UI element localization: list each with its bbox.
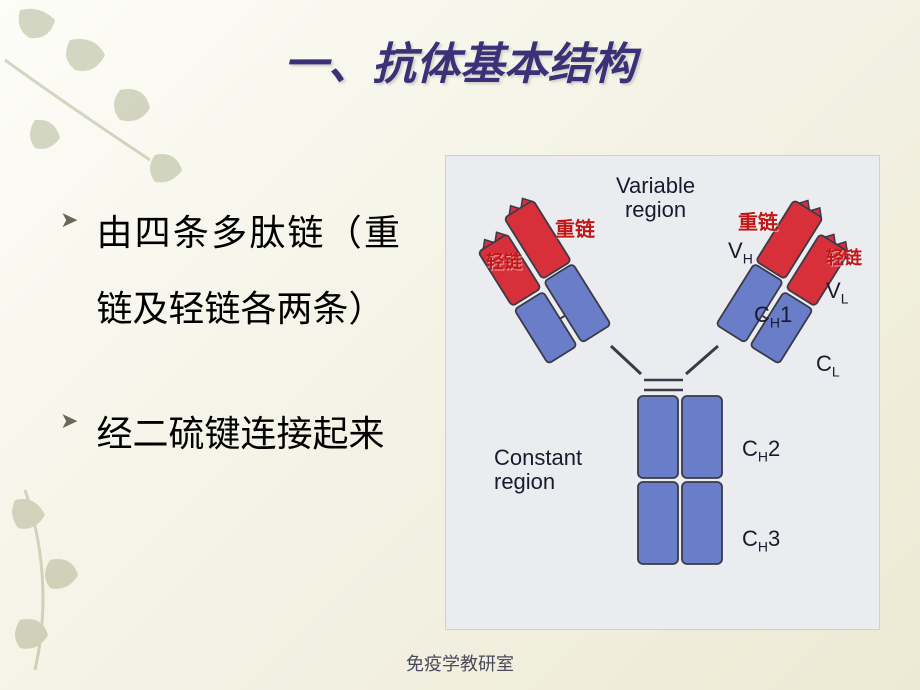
- label-cl: CL: [816, 351, 840, 379]
- label-heavy-left: 重链: [555, 213, 595, 242]
- label-ch2: CH2: [742, 436, 780, 464]
- label-light-right: 轻链: [826, 244, 862, 270]
- bullet-item: ➤ 经二硫键连接起来: [60, 396, 400, 472]
- bullet-arrow-icon: ➤: [60, 207, 78, 233]
- footer-text: 免疫学教研室: [0, 650, 920, 676]
- bullet-text: 由四条多肽链（重链及轻链各两条）: [96, 195, 400, 346]
- bullet-item: ➤ 由四条多肽链（重链及轻链各两条）: [60, 195, 400, 346]
- label-light-left: 轻链: [486, 248, 522, 274]
- label-variable-region: Variableregion: [616, 174, 695, 222]
- antibody-diagram: Variableregion Constantregion VH VL CH1 …: [445, 155, 880, 630]
- label-ch1: CH1: [754, 302, 792, 330]
- label-heavy-right: 重链: [738, 206, 778, 235]
- variable-region-text: Variableregion: [616, 173, 695, 222]
- slide-title: 一、抗体基本结构: [0, 28, 920, 92]
- label-vl: VL: [826, 278, 848, 306]
- constant-region-text: Constantregion: [494, 445, 582, 494]
- label-vh: VH: [728, 238, 753, 266]
- label-ch3: CH3: [742, 526, 780, 554]
- bullet-list: ➤ 由四条多肽链（重链及轻链各两条） ➤ 经二硫键连接起来: [60, 195, 400, 522]
- label-constant-region: Constantregion: [494, 446, 582, 494]
- bullet-arrow-icon: ➤: [60, 408, 78, 434]
- bullet-text: 经二硫键连接起来: [96, 396, 384, 472]
- antibody-svg: [446, 156, 881, 631]
